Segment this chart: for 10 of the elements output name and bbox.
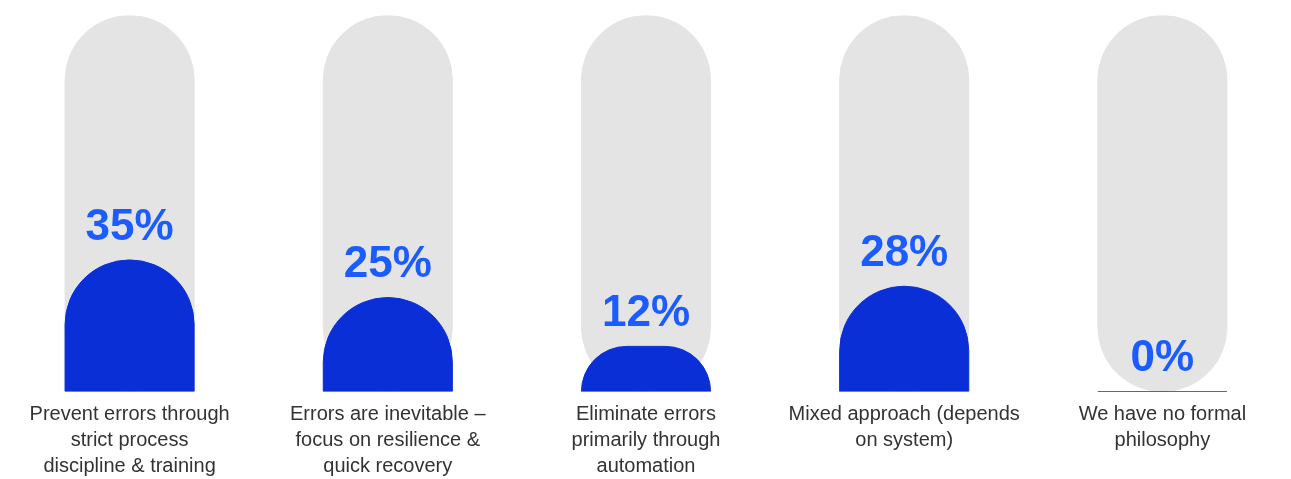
- data-label: 28%: [860, 225, 949, 275]
- x-tick-label: Prevent errors through strict process discipline & training: [29, 401, 230, 477]
- data-label: 0%: [1130, 331, 1195, 381]
- x-tick-label: Errors are inevitable – focus on resilience & quick recovery: [289, 401, 487, 477]
- x-tick-label: Eliminate errors primarily through automation: [571, 401, 721, 477]
- data-label: 25%: [343, 237, 432, 287]
- data-label: 12%: [601, 286, 691, 336]
- data-label: 35%: [85, 199, 174, 249]
- x-tick-label: Mixed approach (depends on system): [788, 401, 1020, 450]
- x-tick-label: We have no formal philosophy: [1078, 401, 1247, 450]
